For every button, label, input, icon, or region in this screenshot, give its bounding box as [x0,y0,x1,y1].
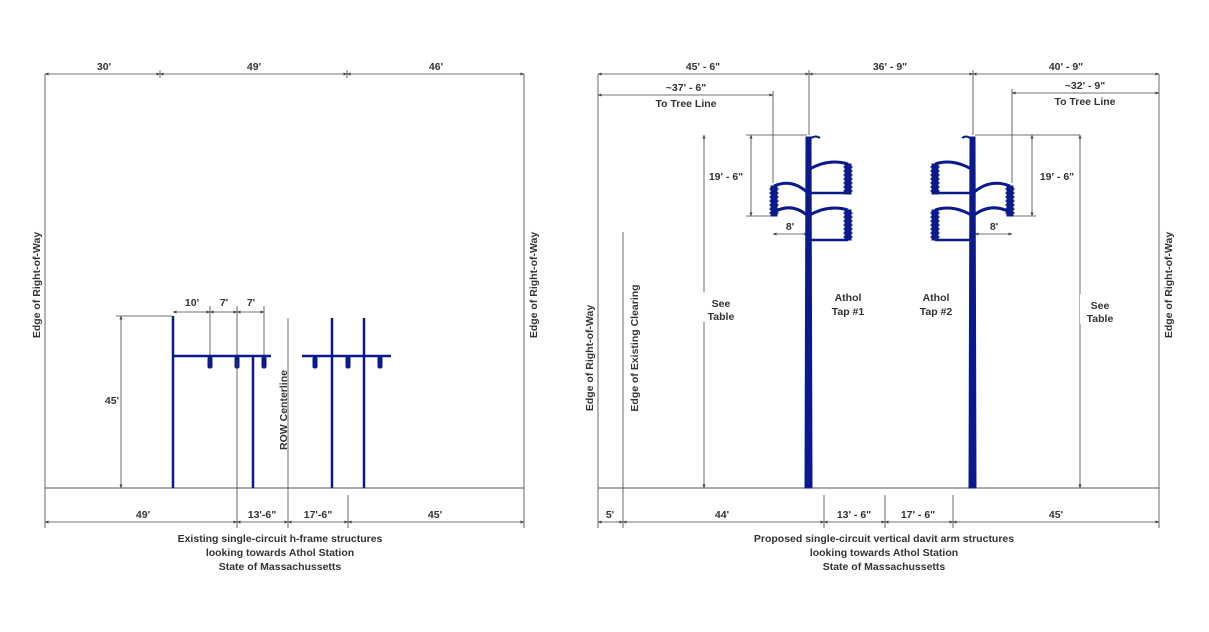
insulator-icon [312,356,383,369]
arm-length-left-label: 8' [786,221,794,233]
bottom-dim-label: 45' [1049,509,1063,521]
existing-h-frame-diagram: 30' 49' 46' Edge of Right-of-Way Edge of… [31,61,540,573]
pole-1-label-2: Tap #1 [832,306,865,318]
tree-dim-left-value: ~37' - 6" [666,82,706,94]
bottom-dim-label: 5' [606,509,614,521]
davit-pole-tap-2 [929,135,1016,489]
top-dim-label: 36' - 9" [873,61,907,73]
see-table-right-label-2: Table [1087,313,1114,325]
label-backdrop [700,292,738,322]
arm-spacing-right-label: 19' - 6" [1040,171,1074,183]
bottom-dim-label: 17' - 6" [901,509,935,521]
existing-clearing-label: Edge of Existing Clearing [629,284,641,411]
row-edge-left-label: Edge of Right-of-Way [584,305,596,412]
top-dim-label: 40' - 9" [1049,61,1083,73]
caption-line-3: State of Massachussetts [823,561,946,573]
tree-dim-right-label: To Tree Line [1054,96,1115,108]
caption-line-1: Proposed single-circuit vertical davit a… [754,533,1014,545]
caption-line-2: looking towards Athol Station [206,547,354,559]
row-edge-right-label: Edge of Right-of-Way [1163,232,1175,339]
pole-2-label: Athol [923,292,950,304]
caption-line-1: Existing single-circuit h-frame structur… [178,533,383,545]
pole-1-label: Athol [835,292,862,304]
tree-dim-right-value: ~32' - 9" [1065,80,1105,92]
top-dim-label: 30' [97,61,111,73]
arm-length-right-label: 8' [990,221,998,233]
bottom-dim-label: 13'-6" [248,509,277,521]
row-edge-left-label: Edge of Right-of-Way [31,232,43,339]
bottom-dim-label: 44' [715,509,729,521]
see-table-right-label: See [1091,300,1110,312]
bottom-dim-label: 49' [136,509,150,521]
pole-2-label-2: Tap #2 [920,306,953,318]
label-backdrop [1080,294,1118,324]
row-centerline-label: ROW Centerline [278,370,290,450]
bottom-dim-label: 13' - 6" [837,509,871,521]
height-dim-label: 45' [105,395,119,407]
crossarm-dim-label: 7' [220,297,228,309]
crossarm-dim-label: 10' [185,297,199,309]
bottom-dim-label: 17'-6" [304,509,333,521]
proposed-davit-arm-diagram: 45' - 6" 36' - 9" 40' - 9" ~37' - 6" To … [584,61,1175,573]
top-dim-label: 45' - 6" [686,61,720,73]
top-dim-label: 46' [429,61,443,73]
h-frame-structure-2 [302,318,391,488]
arm-spacing-left-label: 19' - 6" [709,171,743,183]
crossarm-dim-label: 7' [247,297,255,309]
caption-line-3: State of Massachussetts [219,561,342,573]
tree-dim-left-label: To Tree Line [655,98,716,110]
davit-pole-tap-1 [768,135,854,489]
top-dim-label: 49' [247,61,261,73]
see-table-left-label: See [712,298,731,310]
bottom-dim-label: 45' [428,509,442,521]
row-edge-right-label: Edge of Right-of-Way [528,232,540,339]
caption-line-2: looking towards Athol Station [810,547,958,559]
h-frame-structure-1 [171,316,271,488]
see-table-left-label-2: Table [708,311,735,323]
